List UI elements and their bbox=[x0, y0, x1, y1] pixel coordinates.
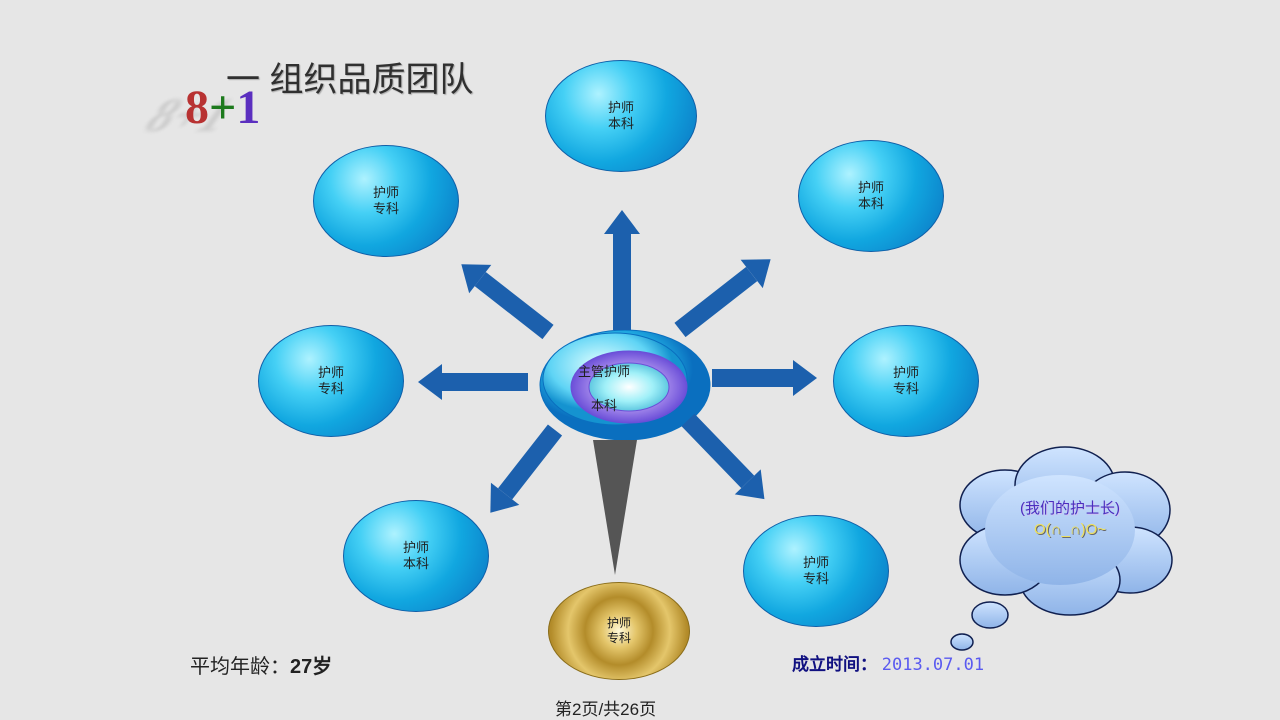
slide-canvas: 一 组织品质团队 8+1 8+1 主管护师本科 护师本科护师本科护师专科护师专科… bbox=[0, 0, 1280, 720]
node-label-line2: 专科 bbox=[607, 631, 631, 646]
node-label-line2: 本科 bbox=[608, 116, 634, 132]
node-label-line2: 专科 bbox=[893, 381, 919, 397]
thought-cloud-text: (我们的护士长) O(∩_∩)O~ bbox=[985, 498, 1155, 540]
decor-8plus1: 8+1 bbox=[185, 80, 260, 135]
node-label-line1: 护师 bbox=[373, 185, 399, 201]
bottom-node: 护师 专科 bbox=[548, 582, 690, 680]
node-label-line1: 护师 bbox=[893, 365, 919, 381]
outer-node-n7: 护师专科 bbox=[313, 145, 459, 257]
node-label-line2: 专科 bbox=[318, 381, 344, 397]
node-label-line1: 护师 bbox=[318, 365, 344, 381]
outer-node-n6: 护师专科 bbox=[258, 325, 404, 437]
node-label-line2: 专科 bbox=[373, 201, 399, 217]
outer-node-n3: 护师专科 bbox=[833, 325, 979, 437]
average-age: 平均年龄：27岁 bbox=[190, 650, 332, 679]
slide-title: 一 组织品质团队 bbox=[226, 52, 473, 101]
outer-node-n1: 护师本科 bbox=[545, 60, 697, 172]
node-label-line1: 护师 bbox=[403, 540, 429, 556]
node-label-line2: 本科 bbox=[403, 556, 429, 572]
outer-node-n2: 护师本科 bbox=[798, 140, 944, 252]
center-node-label: 主管护师本科 bbox=[578, 364, 630, 415]
node-label-line2: 本科 bbox=[858, 196, 884, 212]
outer-node-n4: 护师专科 bbox=[743, 515, 889, 627]
thought-cloud bbox=[930, 430, 1190, 660]
node-label-line2: 专科 bbox=[803, 571, 829, 587]
node-label-line1: 护师 bbox=[803, 555, 829, 571]
node-label-line1: 护师 bbox=[607, 616, 631, 631]
down-triangle bbox=[593, 440, 637, 575]
node-label-line1: 护师 bbox=[608, 100, 634, 116]
page-footer: 第2页/共26页 bbox=[555, 695, 656, 720]
node-label-line1: 护师 bbox=[858, 180, 884, 196]
outer-node-n5: 护师本科 bbox=[343, 500, 489, 612]
founded-date: 成立时间： 2013.07.01 bbox=[792, 650, 984, 675]
